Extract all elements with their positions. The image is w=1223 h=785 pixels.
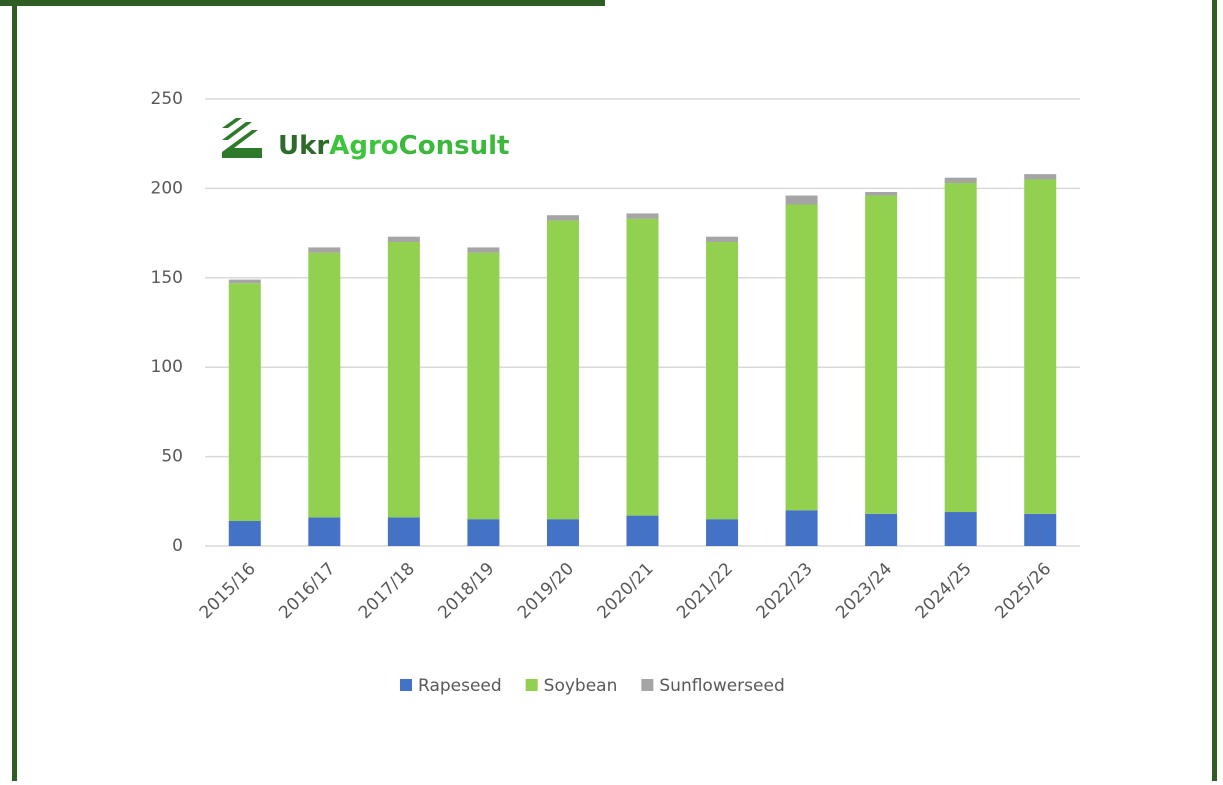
bar-segment (706, 242, 739, 520)
bar-segment (387, 236, 420, 243)
bar-segment (865, 513, 898, 546)
y-tick-label: 200 (151, 178, 183, 198)
y-tick-label: 250 (151, 89, 183, 109)
frame-left (12, 0, 17, 781)
legend-swatch (400, 679, 412, 691)
frame-right (1212, 0, 1217, 781)
bar-segment (228, 283, 261, 521)
logo: UkrAgroConsult (222, 118, 509, 161)
frame-top (0, 0, 605, 6)
bar-segment (546, 220, 579, 520)
x-tick-label: 2017/18 (355, 559, 419, 623)
logo-part: Consult (399, 131, 510, 161)
x-tick-label: 2020/21 (593, 559, 657, 623)
logo-icon (222, 118, 262, 158)
logo-text: UkrAgroConsult (278, 131, 509, 161)
x-tick-label: 2016/17 (275, 559, 339, 623)
x-tick-label: 2018/19 (434, 559, 498, 623)
bar-segment (785, 195, 818, 205)
bar-segment (626, 218, 659, 516)
bar-segment (944, 183, 977, 513)
x-tick-label: 2024/25 (912, 559, 976, 623)
y-tick-label: 50 (161, 447, 183, 467)
bar-segment (467, 252, 500, 520)
bar-segment (387, 242, 420, 518)
bar-segment (706, 236, 739, 243)
y-tick-label: 100 (151, 357, 183, 377)
x-tick-label: 2025/26 (991, 559, 1055, 623)
legend-label: Rapeseed (418, 676, 502, 696)
bar-segment (228, 520, 261, 546)
x-tick-label: 2022/23 (753, 559, 817, 623)
bar-segment (785, 204, 818, 511)
bar-segment (546, 519, 579, 546)
y-tick-label: 0 (172, 536, 183, 556)
bar-segment (308, 517, 341, 546)
bar-segment (467, 247, 500, 253)
x-tick-label: 2023/24 (832, 559, 896, 623)
logo-part: Agro (329, 131, 398, 161)
x-tick-label: 2019/20 (514, 559, 578, 623)
logo-part: Ukr (278, 131, 329, 161)
bar-segment (626, 515, 659, 546)
bar-segment (387, 517, 420, 546)
bar-segment (228, 279, 261, 284)
legend-swatch (525, 679, 538, 691)
bar-segment (1024, 174, 1057, 180)
y-tick-label: 150 (151, 268, 183, 288)
legend-label: Sunflowerseed (659, 676, 784, 696)
bar-segment (546, 215, 579, 221)
bar-segment (308, 247, 341, 253)
legend-label: Soybean (544, 676, 618, 696)
bar-segment (944, 512, 977, 546)
legend-swatch (641, 679, 654, 691)
bar-segment (467, 519, 500, 546)
bar-segment (865, 191, 898, 196)
x-tick-label: 2021/22 (673, 559, 737, 623)
bar-segment (706, 519, 739, 546)
x-tick-label: 2015/16 (196, 559, 260, 623)
bar-segment (1024, 179, 1057, 514)
bar-segment (944, 177, 977, 184)
bar-segment (626, 213, 659, 219)
bar-segment (308, 252, 341, 518)
bar-segment (785, 510, 818, 546)
bar-segment (865, 195, 898, 514)
bar-segment (1024, 513, 1057, 546)
